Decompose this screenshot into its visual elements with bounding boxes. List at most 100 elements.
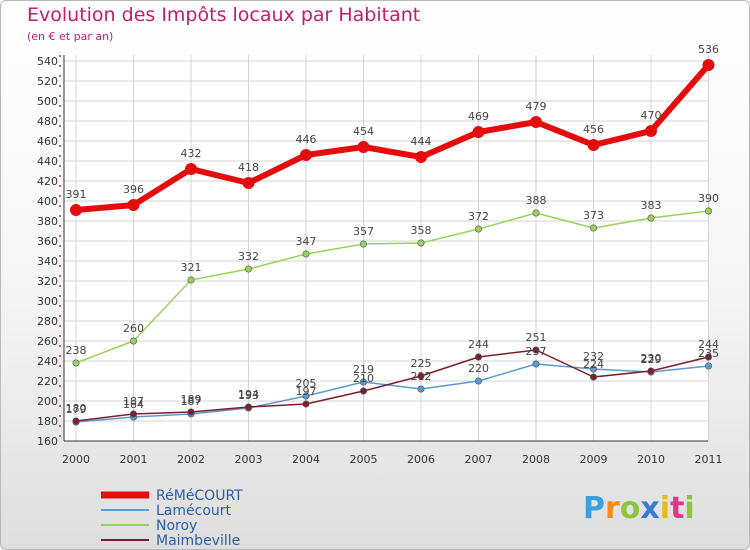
data-point (702, 59, 715, 71)
data-point (472, 126, 485, 138)
data-label: 446 (296, 133, 317, 146)
logo-letter: o (620, 491, 641, 526)
data-label: 260 (123, 322, 144, 335)
data-label: 432 (181, 147, 202, 160)
data-point (532, 360, 540, 368)
data-point (245, 265, 253, 273)
logo-letter: t (670, 491, 684, 526)
data-label: 229 (641, 353, 662, 366)
data-point (242, 177, 255, 189)
data-label: 205 (296, 377, 317, 390)
chart-subtitle: (en € et par an) (27, 30, 114, 43)
data-label: 187 (181, 395, 202, 408)
x-tick-label: 2005 (350, 453, 378, 466)
data-label: 456 (583, 123, 604, 136)
series-line (75, 349, 709, 422)
data-point (645, 125, 657, 137)
y-tick-label: 500 (37, 95, 58, 108)
data-label: 184 (123, 398, 144, 411)
data-point (187, 276, 195, 284)
data-point (474, 225, 482, 233)
y-tick-label: 180 (37, 415, 58, 428)
data-label: 388 (526, 194, 547, 207)
data-label: 444 (411, 135, 432, 148)
data-label: 470 (641, 109, 662, 122)
data-point (187, 408, 195, 416)
data-label: 189 (181, 393, 202, 406)
legend-label: Maimbeville (156, 533, 240, 549)
data-point (359, 387, 367, 395)
plot-area (64, 55, 708, 441)
data-label: 220 (468, 362, 489, 375)
series-line (75, 63, 711, 213)
data-label: 469 (468, 110, 489, 123)
data-point (532, 209, 540, 217)
data-label: 225 (411, 357, 432, 370)
y-tick-label: 420 (37, 175, 58, 188)
data-label: 396 (123, 183, 144, 196)
y-tick-label: 340 (37, 255, 58, 268)
data-label: 321 (181, 261, 202, 274)
data-label: 391 (66, 188, 87, 201)
y-tick-label: 520 (37, 75, 58, 88)
data-label: 390 (698, 192, 719, 205)
y-tick-label: 240 (37, 355, 58, 368)
y-tick-label: 380 (37, 215, 58, 228)
data-point (415, 151, 427, 163)
data-label: 251 (526, 331, 547, 344)
data-point (417, 385, 425, 393)
data-label: 232 (583, 350, 604, 363)
data-point (474, 353, 482, 361)
data-label: 418 (238, 161, 259, 174)
data-point (130, 337, 138, 345)
y-tick-label: 300 (37, 295, 58, 308)
x-tick-label: 2007 (465, 453, 493, 466)
data-label: 212 (411, 370, 432, 383)
data-point (589, 373, 597, 381)
data-label: 357 (353, 225, 374, 238)
y-tick-label: 480 (37, 115, 58, 128)
x-tick-label: 2000 (62, 453, 90, 466)
data-point (300, 149, 312, 161)
data-label: 238 (66, 344, 87, 357)
data-point (417, 239, 425, 247)
data-label: 347 (296, 235, 317, 248)
data-label: 235 (698, 347, 719, 360)
data-point (704, 353, 712, 361)
x-tick-label: 2002 (177, 453, 205, 466)
x-tick-label: 2008 (522, 453, 550, 466)
data-point (647, 214, 655, 222)
data-point (589, 365, 597, 373)
data-label: 187 (123, 395, 144, 408)
data-label: 193 (238, 389, 259, 402)
x-tick-label: 2006 (407, 453, 435, 466)
data-label: 237 (526, 345, 547, 358)
data-label: 454 (353, 125, 374, 138)
data-label: 383 (641, 199, 662, 212)
data-point (302, 250, 310, 258)
data-point (589, 224, 597, 232)
x-tick-label: 2011 (695, 453, 723, 466)
series-line (75, 210, 709, 364)
y-tick-label: 360 (37, 235, 58, 248)
data-point (72, 359, 80, 367)
data-point (245, 403, 253, 411)
data-point (417, 372, 425, 380)
y-tick-label: 440 (37, 155, 58, 168)
legend-label: RéMéCOURT (156, 488, 243, 504)
data-point (359, 378, 367, 386)
data-label: 244 (468, 338, 489, 351)
data-point (130, 410, 138, 418)
data-label: 372 (468, 210, 489, 223)
data-point (302, 392, 310, 400)
data-point (704, 362, 712, 370)
chart-title: Evolution des Impôts locaux par Habitant (27, 4, 421, 26)
data-label: 224 (583, 358, 604, 371)
y-tick-label: 540 (37, 55, 58, 68)
y-tick-label: 320 (37, 275, 58, 288)
logo-letter: i (684, 491, 694, 526)
y-tick-label: 280 (37, 315, 58, 328)
y-tick-label: 400 (37, 195, 58, 208)
